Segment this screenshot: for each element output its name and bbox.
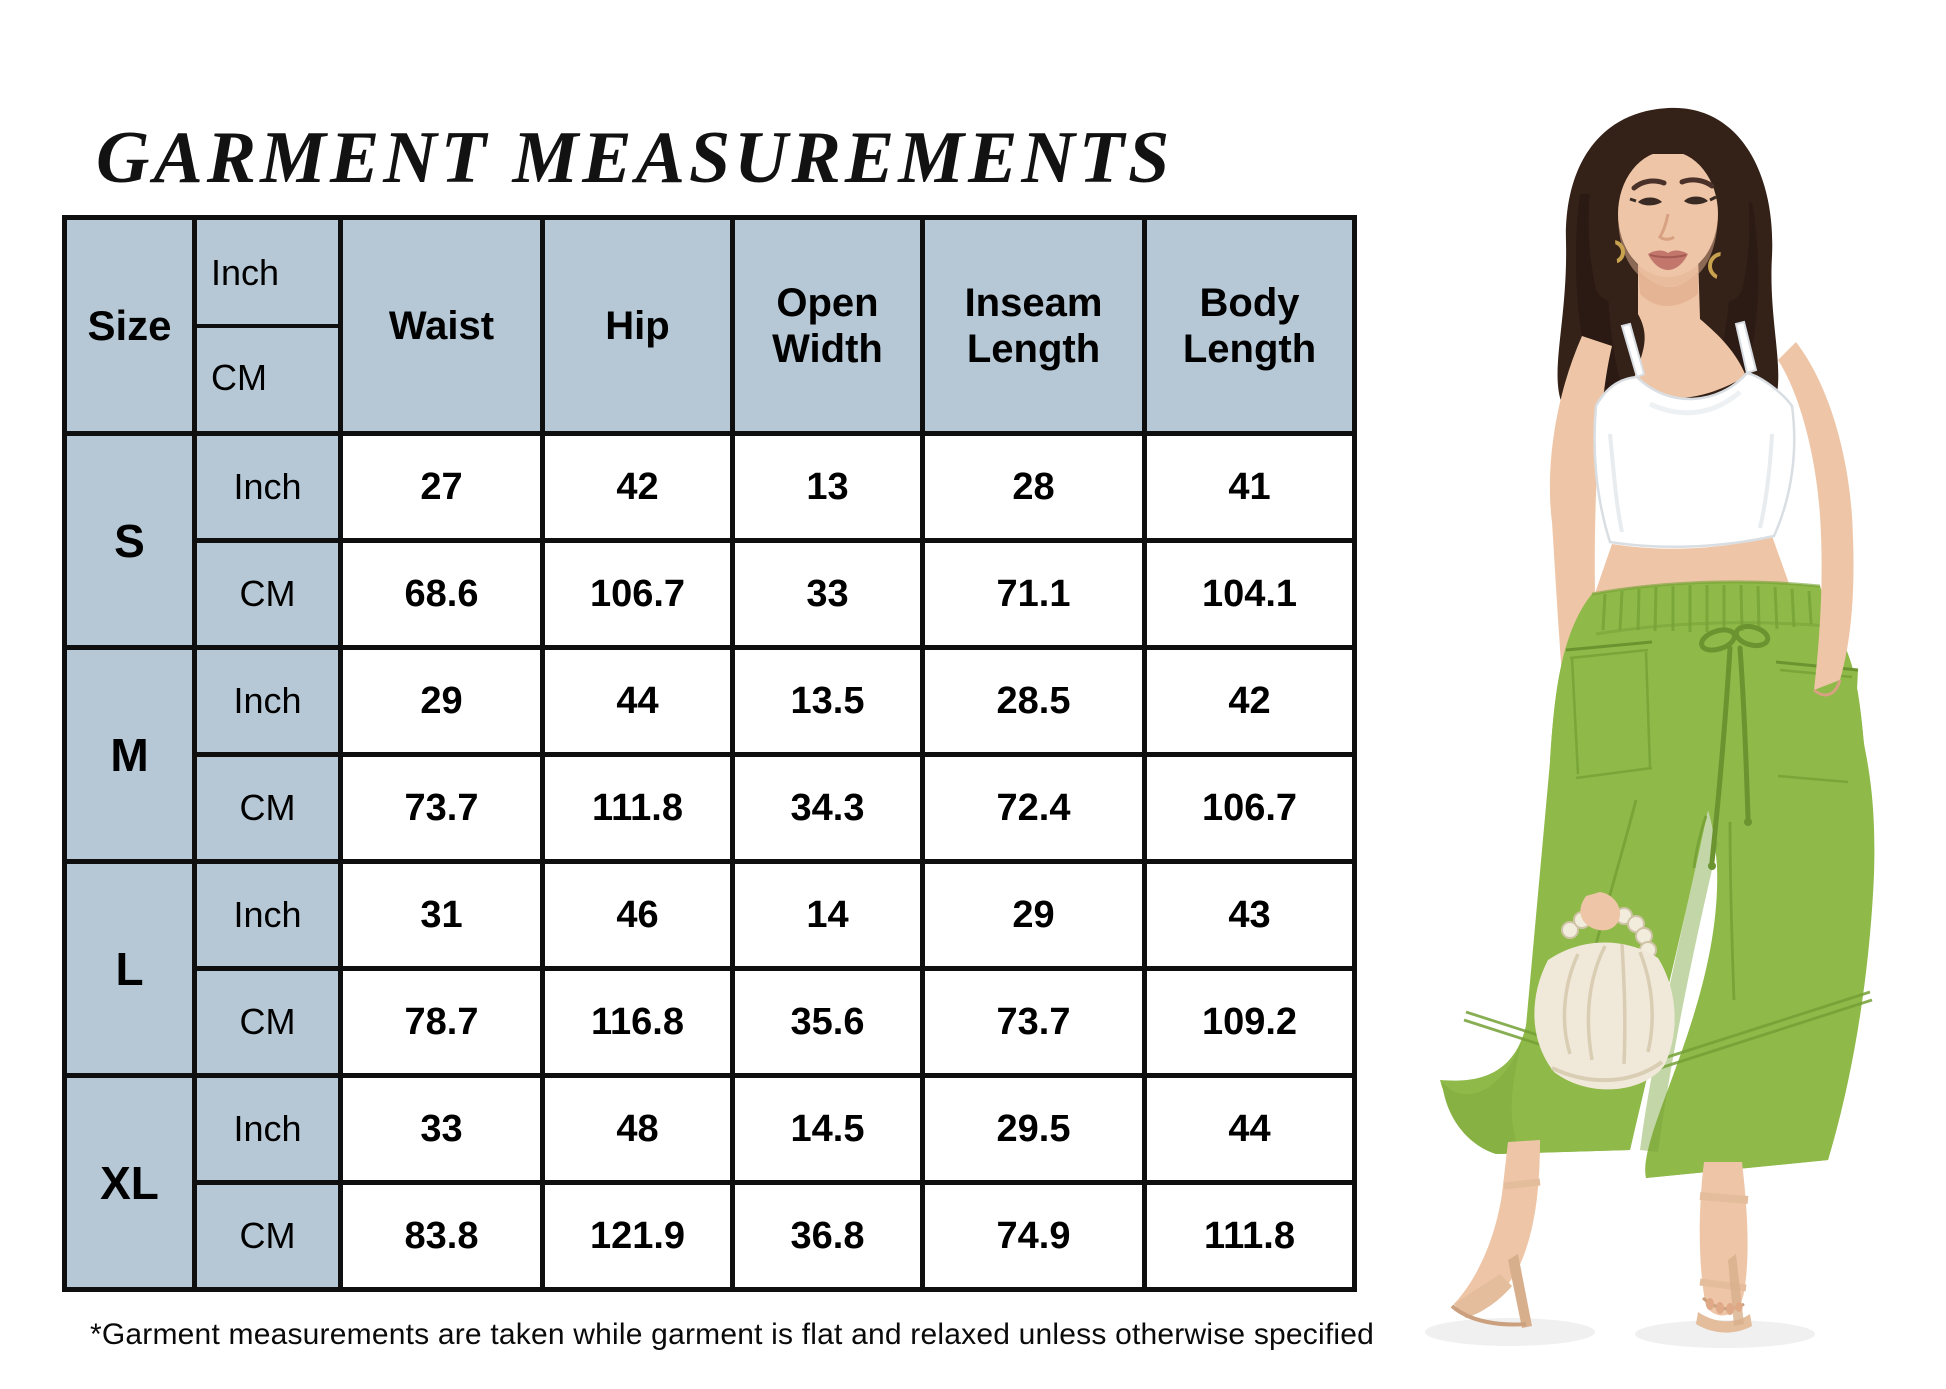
value-cell: 13.5 bbox=[730, 645, 925, 757]
drawstring bbox=[1699, 623, 1771, 870]
header-open-width: Open Width bbox=[730, 215, 925, 436]
value-cell: 13 bbox=[730, 431, 925, 543]
row-l-inch: L Inch 31 46 14 29 43 bbox=[62, 859, 1357, 1078]
size-label-xl: XL bbox=[62, 1073, 197, 1292]
value-cell: 109.2 bbox=[1142, 966, 1357, 1078]
header-units: Inch CM bbox=[192, 215, 343, 436]
model-face bbox=[1588, 113, 1750, 302]
value-cell: 42 bbox=[540, 431, 735, 543]
unit-cell: CM bbox=[192, 752, 343, 864]
unit-cell: Inch bbox=[192, 859, 343, 971]
row-s-cm: CM 68.6 106.7 33 71.1 104.1 bbox=[65, 538, 1357, 650]
footnote: *Garment measurements are taken while ga… bbox=[90, 1318, 1375, 1351]
unit-cell: CM bbox=[192, 1180, 343, 1292]
value-cell: 111.8 bbox=[540, 752, 735, 864]
value-cell: 28 bbox=[920, 431, 1147, 543]
unit-cell: CM bbox=[192, 538, 343, 650]
value-cell: 68.6 bbox=[338, 538, 545, 650]
value-cell: 71.1 bbox=[920, 538, 1147, 650]
header-unit-inch: Inch bbox=[197, 223, 338, 328]
row-xl-inch: XL Inch 33 48 14.5 29.5 44 bbox=[62, 1073, 1357, 1292]
value-cell: 111.8 bbox=[1142, 1180, 1357, 1292]
value-cell: 14.5 bbox=[730, 1073, 925, 1185]
value-cell: 43 bbox=[1142, 859, 1357, 971]
header-inseam-length: Inseam Length bbox=[920, 215, 1147, 436]
row-xl-cm: CM 83.8 121.9 36.8 74.9 111.8 bbox=[65, 1180, 1357, 1292]
value-cell: 106.7 bbox=[1142, 752, 1357, 864]
unit-cell: CM bbox=[192, 966, 343, 1078]
value-cell: 27 bbox=[338, 431, 545, 543]
value-cell: 42 bbox=[1142, 645, 1357, 757]
value-cell: 29.5 bbox=[920, 1073, 1147, 1185]
value-cell: 28.5 bbox=[920, 645, 1147, 757]
value-cell: 44 bbox=[1142, 1073, 1357, 1185]
row-m-cm: CM 73.7 111.8 34.3 72.4 106.7 bbox=[65, 752, 1357, 864]
value-cell: 74.9 bbox=[920, 1180, 1147, 1292]
value-cell: 106.7 bbox=[540, 538, 735, 650]
size-label-l: L bbox=[62, 859, 197, 1078]
header-size: Size bbox=[62, 215, 197, 436]
header-waist: Waist bbox=[338, 215, 545, 436]
floor-shadow bbox=[1425, 1318, 1815, 1348]
page-title: GARMENT MEASUREMENTS bbox=[96, 117, 1174, 199]
value-cell: 116.8 bbox=[540, 966, 735, 1078]
value-cell: 29 bbox=[920, 859, 1147, 971]
size-label-m: M bbox=[62, 645, 197, 864]
value-cell: 44 bbox=[540, 645, 735, 757]
value-cell: 121.9 bbox=[540, 1180, 735, 1292]
value-cell: 34.3 bbox=[730, 752, 925, 864]
model-right-arm bbox=[1778, 342, 1854, 697]
value-cell: 73.7 bbox=[920, 966, 1147, 1078]
value-cell: 72.4 bbox=[920, 752, 1147, 864]
value-cell: 83.8 bbox=[338, 1180, 545, 1292]
value-cell: 73.7 bbox=[338, 752, 545, 864]
heeled-sandals bbox=[1450, 1140, 1752, 1333]
value-cell: 104.1 bbox=[1142, 538, 1357, 650]
value-cell: 33 bbox=[338, 1073, 545, 1185]
value-cell: 31 bbox=[338, 859, 545, 971]
patch-pocket-left bbox=[1565, 640, 1656, 786]
row-s-inch: S Inch 27 42 13 28 41 bbox=[62, 431, 1357, 650]
size-label-s: S bbox=[62, 431, 197, 650]
wide-leg-pants bbox=[1440, 580, 1875, 1178]
value-cell: 41 bbox=[1142, 431, 1357, 543]
value-cell: 46 bbox=[540, 859, 735, 971]
unit-cell: Inch bbox=[192, 1073, 343, 1185]
value-cell: 36.8 bbox=[730, 1180, 925, 1292]
value-cell: 29 bbox=[338, 645, 545, 757]
value-cell: 33 bbox=[730, 538, 925, 650]
header-hip: Hip bbox=[540, 215, 735, 436]
crop-top bbox=[1593, 320, 1796, 549]
row-m-inch: M Inch 29 44 13.5 28.5 42 bbox=[62, 645, 1357, 864]
unit-cell: Inch bbox=[192, 645, 343, 757]
size-chart: Size Inch CM Waist Hip Open Width Inseam… bbox=[62, 215, 1357, 1292]
model-hand bbox=[1580, 892, 1621, 931]
row-l-cm: CM 78.7 116.8 35.6 73.7 109.2 bbox=[65, 966, 1357, 1078]
unit-cell: Inch bbox=[192, 431, 343, 543]
value-cell: 14 bbox=[730, 859, 925, 971]
value-cell: 48 bbox=[540, 1073, 735, 1185]
header-unit-cm: CM bbox=[211, 357, 267, 398]
model-photo bbox=[1425, 107, 1875, 1348]
value-cell: 78.7 bbox=[338, 966, 545, 1078]
header-body-length: Body Length bbox=[1142, 215, 1357, 436]
handbag bbox=[1534, 892, 1675, 1090]
value-cell: 35.6 bbox=[730, 966, 925, 1078]
